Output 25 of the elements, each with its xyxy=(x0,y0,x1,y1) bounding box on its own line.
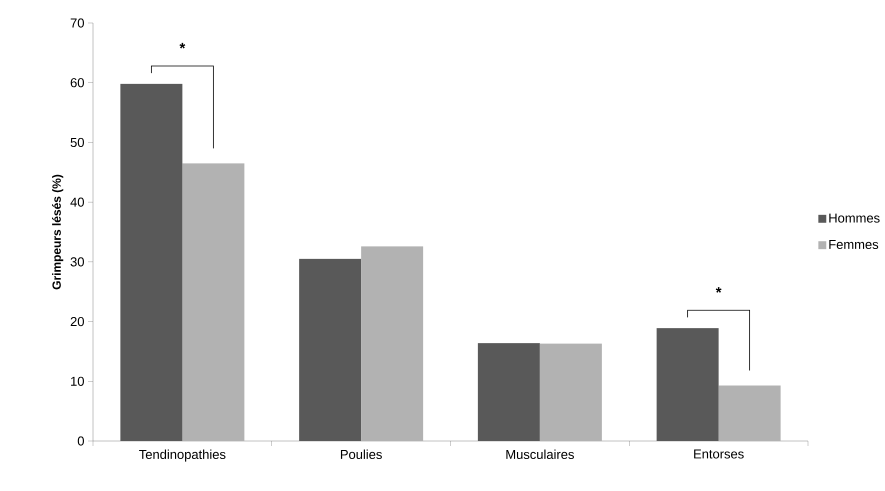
annotation: * xyxy=(716,287,722,293)
x-tick-label: Poulies xyxy=(340,450,382,460)
bar xyxy=(299,258,362,441)
bar xyxy=(656,328,719,441)
y-tick-label: 40 xyxy=(70,198,84,207)
bar xyxy=(120,84,182,441)
y-tick-label: 20 xyxy=(70,316,84,326)
bar xyxy=(478,343,540,441)
bar xyxy=(718,385,781,441)
legend-label: Hommes xyxy=(829,214,880,223)
x-tick-label: Musculaires xyxy=(506,450,574,460)
x-tick-label: Entorses xyxy=(694,450,744,459)
legend-label: Femmes xyxy=(829,240,878,250)
x-tick-label: Tendinopathies xyxy=(139,450,226,462)
bar xyxy=(182,163,244,441)
y-tick-label: 30 xyxy=(70,257,84,266)
bar xyxy=(361,246,424,441)
y-tick-label: 50 xyxy=(70,138,84,148)
y-tick-label: 60 xyxy=(70,78,84,88)
y-axis-title: Grimpeurs lésés (%) xyxy=(52,174,64,290)
annotation: * xyxy=(180,42,186,48)
bar xyxy=(540,344,602,441)
y-tick-label: 0 xyxy=(78,436,84,446)
y-tick-label: 10 xyxy=(71,376,84,386)
y-tick-label: 70 xyxy=(70,18,84,28)
